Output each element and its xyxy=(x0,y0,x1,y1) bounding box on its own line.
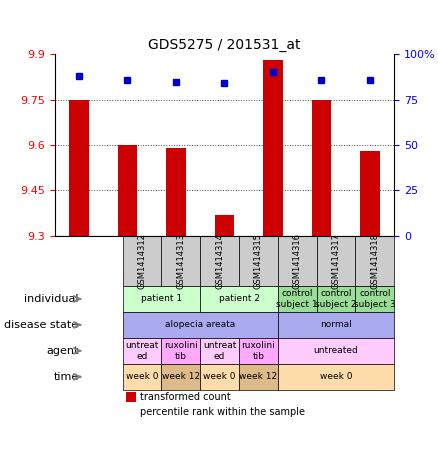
Bar xyxy=(312,100,331,236)
Bar xyxy=(166,148,186,236)
Text: patient 2: patient 2 xyxy=(219,294,260,304)
FancyBboxPatch shape xyxy=(200,236,239,286)
Bar xyxy=(69,100,88,236)
Text: GSM1414313: GSM1414313 xyxy=(177,233,185,289)
FancyBboxPatch shape xyxy=(355,286,394,312)
FancyBboxPatch shape xyxy=(123,286,200,312)
Text: GSM1414317: GSM1414317 xyxy=(332,233,340,289)
Text: control
subject 3: control subject 3 xyxy=(354,289,396,308)
Text: week 0: week 0 xyxy=(320,372,352,381)
FancyBboxPatch shape xyxy=(239,338,278,364)
Text: ruxolini
tib: ruxolini tib xyxy=(164,341,198,361)
FancyBboxPatch shape xyxy=(278,364,394,390)
Text: untreated: untreated xyxy=(314,347,358,355)
Text: agent: agent xyxy=(46,346,78,356)
FancyBboxPatch shape xyxy=(278,286,317,312)
Text: week 0: week 0 xyxy=(126,372,158,381)
Bar xyxy=(360,151,380,236)
Text: GSM1414314: GSM1414314 xyxy=(215,233,224,289)
Text: untreat
ed: untreat ed xyxy=(203,341,237,361)
FancyBboxPatch shape xyxy=(317,236,355,286)
FancyBboxPatch shape xyxy=(123,364,162,390)
FancyBboxPatch shape xyxy=(200,364,239,390)
FancyBboxPatch shape xyxy=(200,286,278,312)
FancyBboxPatch shape xyxy=(317,286,355,312)
Text: normal: normal xyxy=(320,320,352,329)
Text: untreat
ed: untreat ed xyxy=(125,341,159,361)
Text: transformed count: transformed count xyxy=(140,392,230,402)
Bar xyxy=(263,60,283,236)
Text: individual: individual xyxy=(24,294,78,304)
Text: GSM1414316: GSM1414316 xyxy=(293,233,302,289)
FancyBboxPatch shape xyxy=(123,312,278,338)
Text: week 12: week 12 xyxy=(239,372,278,381)
FancyBboxPatch shape xyxy=(278,338,394,364)
Text: percentile rank within the sample: percentile rank within the sample xyxy=(140,406,304,417)
Title: GDS5275 / 201531_at: GDS5275 / 201531_at xyxy=(148,38,301,52)
FancyBboxPatch shape xyxy=(200,338,239,364)
Text: alopecia areata: alopecia areata xyxy=(165,320,235,329)
FancyBboxPatch shape xyxy=(239,236,278,286)
Text: week 12: week 12 xyxy=(162,372,200,381)
FancyBboxPatch shape xyxy=(162,236,200,286)
Bar xyxy=(126,392,136,402)
FancyBboxPatch shape xyxy=(123,236,162,286)
Text: GSM1414312: GSM1414312 xyxy=(138,233,147,289)
Text: control
subject 2: control subject 2 xyxy=(315,289,357,308)
Bar xyxy=(118,145,137,236)
Bar xyxy=(215,215,234,236)
FancyBboxPatch shape xyxy=(123,338,162,364)
FancyBboxPatch shape xyxy=(278,312,394,338)
Bar xyxy=(126,406,136,417)
FancyBboxPatch shape xyxy=(355,236,394,286)
Text: disease state: disease state xyxy=(4,320,78,330)
Text: time: time xyxy=(53,372,78,382)
FancyBboxPatch shape xyxy=(239,364,278,390)
FancyBboxPatch shape xyxy=(162,338,200,364)
Text: GSM1414318: GSM1414318 xyxy=(370,233,379,289)
FancyBboxPatch shape xyxy=(278,236,317,286)
Text: ruxolini
tib: ruxolini tib xyxy=(241,341,276,361)
FancyBboxPatch shape xyxy=(55,236,123,286)
Text: control
subject 1: control subject 1 xyxy=(276,289,318,308)
Text: patient 1: patient 1 xyxy=(141,294,182,304)
FancyBboxPatch shape xyxy=(162,364,200,390)
Text: GSM1414315: GSM1414315 xyxy=(254,233,263,289)
Text: week 0: week 0 xyxy=(203,372,236,381)
